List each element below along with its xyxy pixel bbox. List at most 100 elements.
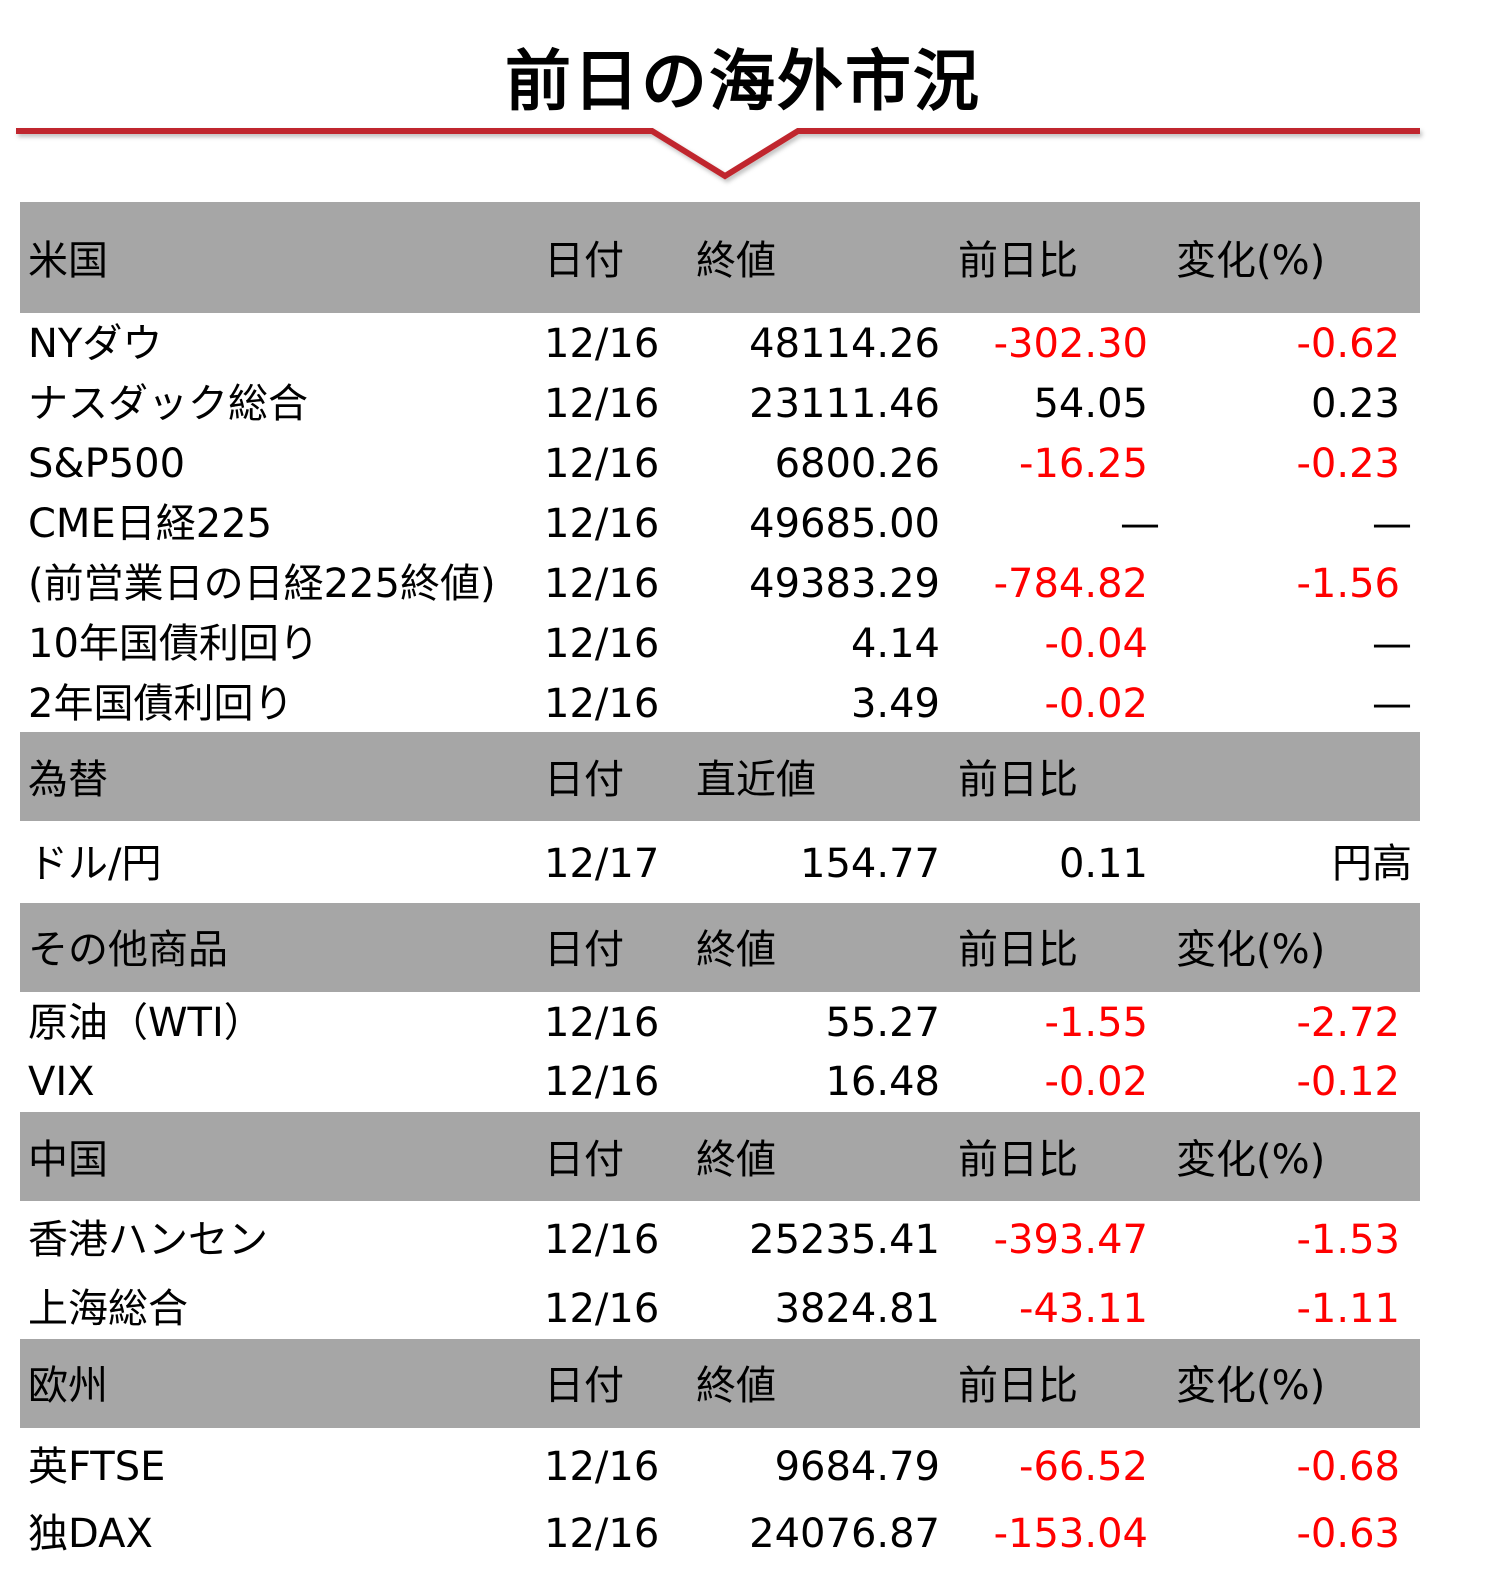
header-region: 欧州 bbox=[28, 1363, 108, 1409]
row-value: 48114.26 bbox=[749, 321, 940, 367]
row-date: 12/16 bbox=[544, 1511, 660, 1557]
row-value: 23111.46 bbox=[749, 381, 940, 427]
header-change: 前日比 bbox=[958, 927, 1078, 973]
row-pct: -0.63 bbox=[1296, 1511, 1401, 1557]
header-region: 米国 bbox=[28, 238, 108, 284]
row-name: 原油（WTI） bbox=[28, 1000, 264, 1046]
row-value: 9684.79 bbox=[774, 1444, 940, 1490]
section-header-commodities bbox=[20, 903, 1420, 992]
row-value: 49383.29 bbox=[749, 561, 940, 607]
row-change: — bbox=[1120, 501, 1160, 547]
header-value: 終値 bbox=[696, 1363, 776, 1409]
row-date: 12/16 bbox=[544, 681, 660, 727]
row-change: -43.11 bbox=[1019, 1286, 1148, 1332]
header-region: 中国 bbox=[28, 1137, 108, 1183]
row-change: -0.04 bbox=[1044, 621, 1149, 667]
row-pct: -0.12 bbox=[1296, 1059, 1401, 1105]
row-pct: -2.72 bbox=[1296, 1000, 1401, 1046]
row-date: 12/16 bbox=[544, 501, 660, 547]
row-name: 10年国債利回り bbox=[28, 621, 319, 667]
row-pct: 0.23 bbox=[1310, 381, 1400, 427]
header-pct: 変化(%) bbox=[1176, 927, 1326, 973]
header-value: 終値 bbox=[696, 927, 776, 973]
row-name: NYダウ bbox=[28, 321, 163, 367]
row-value: 6800.26 bbox=[774, 441, 940, 487]
row-date: 12/16 bbox=[544, 321, 660, 367]
row-date: 12/16 bbox=[544, 441, 660, 487]
row-date: 12/16 bbox=[544, 1286, 660, 1332]
row-change: -302.30 bbox=[993, 321, 1148, 367]
header-value: 終値 bbox=[696, 238, 776, 284]
row-change: -1.55 bbox=[1044, 1000, 1149, 1046]
row-value: 55.27 bbox=[825, 1000, 940, 1046]
row-pct: -1.11 bbox=[1296, 1286, 1401, 1332]
row-name: CME日経225 bbox=[28, 501, 273, 547]
row-pct: -0.23 bbox=[1296, 441, 1401, 487]
row-name: 香港ハンセン bbox=[28, 1217, 268, 1263]
row-name: S&P500 bbox=[28, 441, 186, 487]
header-change: 前日比 bbox=[958, 1363, 1078, 1409]
row-value: 154.77 bbox=[800, 841, 940, 887]
row-name: (前営業日の日経225終値) bbox=[28, 561, 496, 607]
header-pct: 変化(%) bbox=[1176, 238, 1326, 284]
section-header-fx bbox=[20, 732, 1420, 821]
row-date: 12/16 bbox=[544, 621, 660, 667]
row-name: VIX bbox=[28, 1059, 95, 1105]
section-header-us bbox=[20, 202, 1420, 313]
row-pct: -0.68 bbox=[1296, 1444, 1401, 1490]
row-change: -153.04 bbox=[993, 1511, 1148, 1557]
header-value: 終値 bbox=[696, 1137, 776, 1183]
row-change: -784.82 bbox=[993, 561, 1148, 607]
row-date: 12/17 bbox=[544, 841, 660, 887]
row-change: 54.05 bbox=[1033, 381, 1148, 427]
row-pct: -1.53 bbox=[1296, 1217, 1401, 1263]
header-change: 前日比 bbox=[958, 757, 1078, 803]
row-pct: — bbox=[1372, 501, 1412, 547]
row-date: 12/16 bbox=[544, 1444, 660, 1490]
section-header-europe bbox=[20, 1339, 1420, 1428]
row-name: 独DAX bbox=[28, 1511, 153, 1557]
row-pct: -1.56 bbox=[1296, 561, 1401, 607]
header-change: 前日比 bbox=[958, 1137, 1078, 1183]
row-pct: — bbox=[1372, 681, 1412, 727]
header-region: 為替 bbox=[28, 757, 108, 803]
row-date: 12/16 bbox=[544, 1059, 660, 1105]
row-value: 3824.81 bbox=[774, 1286, 940, 1332]
row-date: 12/16 bbox=[544, 561, 660, 607]
section-header-china bbox=[20, 1112, 1420, 1201]
row-name: 2年国債利回り bbox=[28, 681, 294, 727]
row-name: 英FTSE bbox=[28, 1444, 166, 1490]
header-date: 日付 bbox=[544, 927, 624, 973]
row-date: 12/16 bbox=[544, 1217, 660, 1263]
header-date: 日付 bbox=[544, 238, 624, 284]
header-date: 日付 bbox=[544, 1137, 624, 1183]
row-value: 24076.87 bbox=[749, 1511, 940, 1557]
title-divider bbox=[16, 128, 1420, 180]
row-value: 3.49 bbox=[850, 681, 940, 727]
row-name: 上海総合 bbox=[28, 1286, 188, 1332]
row-change: -66.52 bbox=[1019, 1444, 1148, 1490]
header-date: 日付 bbox=[544, 757, 624, 803]
row-change: -16.25 bbox=[1019, 441, 1148, 487]
row-value: 4.14 bbox=[850, 621, 940, 667]
row-change: -0.02 bbox=[1044, 1059, 1149, 1105]
header-pct: 変化(%) bbox=[1176, 1137, 1326, 1183]
row-value: 25235.41 bbox=[749, 1217, 940, 1263]
row-value: 49685.00 bbox=[749, 501, 940, 547]
row-name: ナスダック総合 bbox=[28, 381, 308, 427]
header-date: 日付 bbox=[544, 1363, 624, 1409]
header-pct: 変化(%) bbox=[1176, 1363, 1326, 1409]
row-direction: 円高 bbox=[1332, 841, 1412, 887]
row-change: -393.47 bbox=[993, 1217, 1148, 1263]
row-name: ドル/円 bbox=[28, 841, 162, 887]
page-title: 前日の海外市況 bbox=[505, 43, 981, 120]
header-change: 前日比 bbox=[958, 238, 1078, 284]
row-pct: — bbox=[1372, 621, 1412, 667]
row-pct: -0.62 bbox=[1296, 321, 1401, 367]
row-change: -0.02 bbox=[1044, 681, 1149, 727]
row-change: 0.11 bbox=[1058, 841, 1148, 887]
header-value: 直近値 bbox=[696, 757, 816, 803]
row-value: 16.48 bbox=[825, 1059, 940, 1105]
row-date: 12/16 bbox=[544, 381, 660, 427]
row-date: 12/16 bbox=[544, 1000, 660, 1046]
